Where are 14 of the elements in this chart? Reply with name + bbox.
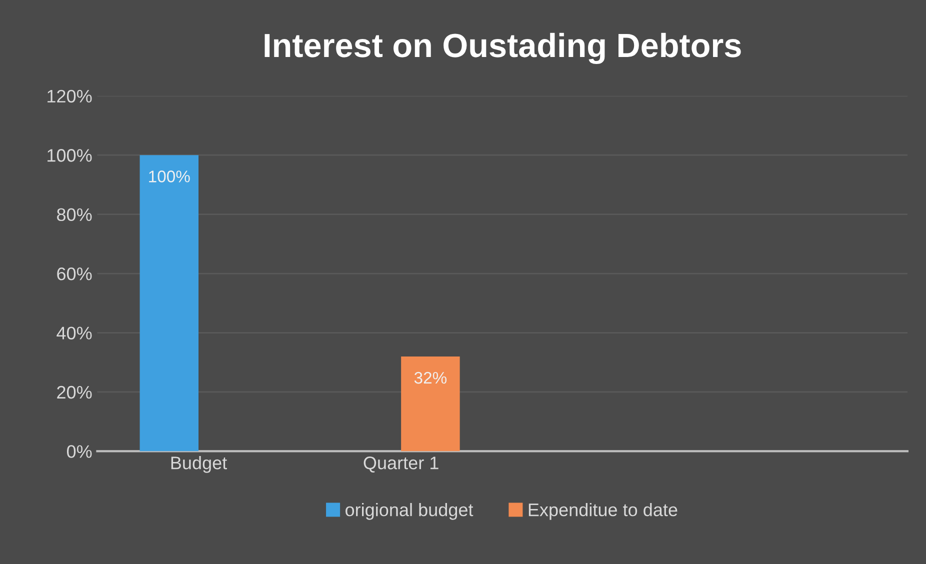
y-tick-label: 100%: [48, 149, 92, 162]
data-label: 32%: [414, 372, 447, 384]
x-tick-label: Budget: [171, 456, 227, 473]
y-tick-label: 80%: [57, 208, 92, 222]
y-tick-label: 120%: [48, 90, 92, 103]
legend-label: Expenditue to date: [528, 502, 678, 520]
y-tick-label: 20%: [57, 386, 92, 399]
y-tick-label: 60%: [57, 267, 92, 280]
chart-title: Interest on Oustading Debtors: [264, 32, 741, 64]
x-tick-label: Quarter 1: [364, 456, 438, 473]
y-tick-label: 40%: [56, 326, 92, 340]
y-tick-label: 0%: [66, 445, 92, 458]
legend-label: origional budget: [346, 502, 474, 520]
data-label: 100%: [149, 170, 190, 182]
